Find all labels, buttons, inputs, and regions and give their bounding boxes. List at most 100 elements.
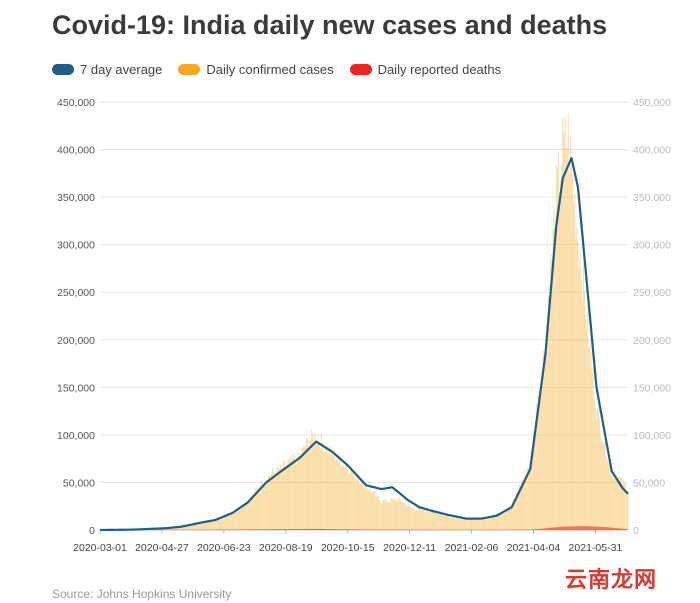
bar-daily-confirmed xyxy=(335,460,337,530)
bar-daily-confirmed xyxy=(437,514,439,530)
bar-daily-confirmed xyxy=(578,268,580,530)
bar-daily-confirmed xyxy=(187,525,189,530)
bar-daily-confirmed xyxy=(365,488,367,530)
x-tick-label: 2021-05-31 xyxy=(569,542,623,554)
bar-daily-confirmed xyxy=(298,455,300,530)
bar-daily-confirmed xyxy=(268,476,270,530)
bar-daily-confirmed xyxy=(238,506,240,530)
bar-daily-confirmed xyxy=(545,325,547,530)
bar-daily-confirmed xyxy=(576,227,578,530)
bar-daily-confirmed xyxy=(594,407,596,530)
bar-daily-confirmed xyxy=(353,468,355,530)
bar-daily-confirmed xyxy=(564,115,566,530)
bar-daily-confirmed xyxy=(384,500,386,530)
bar-daily-confirmed xyxy=(570,163,572,531)
bar-daily-confirmed xyxy=(376,494,378,530)
bar-daily-confirmed xyxy=(290,461,292,530)
bar-daily-confirmed xyxy=(505,510,507,530)
y-tick-label-left: 100,000 xyxy=(57,430,95,442)
bar-daily-confirmed xyxy=(411,507,413,530)
bar-daily-confirmed xyxy=(502,511,504,530)
bar-daily-confirmed xyxy=(359,483,361,530)
bar-daily-confirmed xyxy=(248,500,250,530)
legend-item-daily-confirmed-cases[interactable]: Daily confirmed cases xyxy=(178,62,334,77)
bar-daily-confirmed xyxy=(256,487,258,530)
bar-daily-confirmed xyxy=(627,490,629,530)
bar-daily-confirmed xyxy=(209,520,211,530)
bar-daily-confirmed xyxy=(262,485,264,530)
bar-daily-confirmed xyxy=(494,515,496,530)
bar-daily-confirmed xyxy=(429,512,431,530)
bar-daily-confirmed xyxy=(462,517,464,530)
bar-daily-confirmed xyxy=(199,522,201,530)
bar-daily-confirmed xyxy=(528,467,530,530)
bar-daily-confirmed xyxy=(598,408,600,530)
bar-daily-confirmed xyxy=(409,505,411,530)
bar-daily-confirmed xyxy=(195,523,197,530)
bar-daily-confirmed xyxy=(399,497,401,530)
bar-daily-confirmed xyxy=(435,511,437,530)
bar-daily-confirmed xyxy=(223,517,225,530)
bar-daily-confirmed xyxy=(496,514,497,530)
bar-daily-confirmed xyxy=(197,523,199,530)
bar-daily-confirmed xyxy=(356,479,358,530)
bar-daily-confirmed xyxy=(447,515,449,530)
legend-item-7-day-average[interactable]: 7 day average xyxy=(52,62,162,77)
bar-daily-confirmed xyxy=(243,505,245,530)
bar-daily-confirmed xyxy=(568,172,570,530)
source-note: Source: Johns Hopkins University xyxy=(52,587,232,601)
bar-daily-confirmed xyxy=(182,525,184,530)
bar-daily-confirmed xyxy=(477,518,479,530)
bar-daily-confirmed xyxy=(507,508,509,530)
bar-daily-confirmed xyxy=(431,511,433,530)
bar-daily-confirmed xyxy=(325,451,327,530)
bar-daily-confirmed xyxy=(200,522,202,530)
bar-daily-confirmed xyxy=(610,465,612,530)
bar-daily-confirmed xyxy=(252,492,254,530)
bar-daily-confirmed xyxy=(518,484,520,530)
bar-daily-confirmed xyxy=(303,448,305,530)
bar-daily-confirmed xyxy=(468,518,470,530)
bar-daily-confirmed xyxy=(394,501,396,530)
bar-daily-confirmed xyxy=(472,518,474,530)
legend-item-daily-reported-deaths[interactable]: Daily reported deaths xyxy=(349,62,501,77)
bar-daily-confirmed xyxy=(207,521,208,530)
bar-daily-confirmed xyxy=(417,507,419,530)
bar-daily-confirmed xyxy=(516,492,518,530)
bar-daily-confirmed xyxy=(538,394,540,530)
y-tick-label-left: 300,000 xyxy=(57,240,95,252)
bar-daily-confirmed xyxy=(443,514,445,530)
bar-daily-confirmed xyxy=(360,484,362,530)
bar-daily-confirmed xyxy=(446,516,448,530)
bar-daily-confirmed xyxy=(572,173,574,531)
bar-daily-confirmed xyxy=(367,490,369,530)
bar-daily-confirmed xyxy=(475,518,477,530)
line-7-day-average-path xyxy=(99,157,629,532)
bar-daily-confirmed xyxy=(251,496,253,530)
y-tick-label-left: 0 xyxy=(89,525,95,537)
bar-daily-confirmed xyxy=(423,510,425,530)
bar-daily-confirmed xyxy=(211,520,213,530)
bar-daily-confirmed xyxy=(302,445,304,530)
bar-daily-confirmed xyxy=(498,514,500,530)
bar-daily-confirmed xyxy=(300,455,302,530)
bar-daily-confirmed xyxy=(600,436,602,530)
bar-daily-confirmed xyxy=(485,517,487,530)
bar-daily-confirmed xyxy=(285,466,287,530)
bar-daily-confirmed xyxy=(532,431,534,530)
bar-daily-confirmed xyxy=(296,464,298,530)
bar-daily-confirmed xyxy=(220,516,222,530)
bar-daily-confirmed xyxy=(352,471,354,530)
x-tick-label: 2020-10-15 xyxy=(321,542,375,554)
bar-daily-confirmed xyxy=(517,491,519,530)
axes: 0 0 50,000 50,000 100,000 100,000 150,000 150,0… xyxy=(57,97,671,554)
bar-daily-confirmed xyxy=(341,466,343,530)
bar-daily-confirmed xyxy=(386,502,388,530)
bar-daily-confirmed xyxy=(340,466,342,530)
bar-daily-confirmed xyxy=(333,455,335,530)
bar-daily-confirmed xyxy=(198,522,200,530)
bar-daily-confirmed xyxy=(210,519,212,530)
bar-daily-confirmed xyxy=(373,491,375,530)
bar-daily-confirmed xyxy=(617,476,619,530)
bar-daily-confirmed xyxy=(540,390,542,530)
